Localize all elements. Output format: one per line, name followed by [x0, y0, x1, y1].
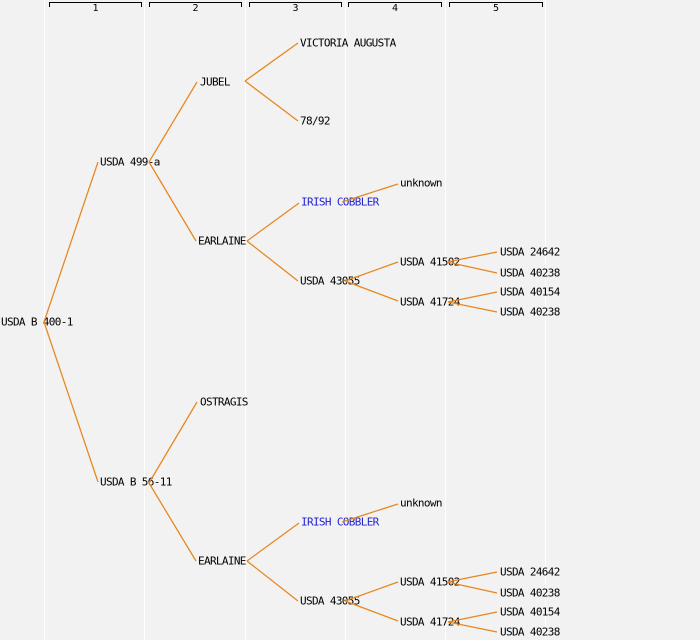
- column-gridline-4: [345, 0, 346, 640]
- variety-label: USDA 40154: [500, 605, 560, 619]
- pedigree-edge: [148, 161, 197, 242]
- pedigree-edge: [244, 42, 299, 82]
- variety-label: unknown: [400, 496, 442, 510]
- variety-label: USDA 40238: [500, 586, 560, 600]
- generation-bracket-1: 1: [49, 2, 142, 14]
- variety-label: 78/92: [300, 114, 331, 128]
- pedigree-edge: [148, 81, 198, 163]
- variety-label: JUBEL: [200, 75, 231, 89]
- variety-label: USDA 43055: [300, 274, 360, 288]
- variety-label: USDA 24642: [500, 565, 560, 579]
- variety-label: USDA 40238: [500, 625, 560, 639]
- generation-number-5: 5: [492, 3, 500, 14]
- generation-bracket-5: 5: [449, 2, 543, 14]
- column-gridline-5: [445, 0, 446, 640]
- variety-label: USDA 24642: [500, 245, 560, 259]
- variety-label: USDA 41502: [400, 255, 460, 269]
- variety-label: EARLAINE: [198, 554, 246, 568]
- variety-label: USDA 40238: [500, 266, 560, 280]
- variety-label: USDA 40238: [500, 305, 560, 319]
- variety-label: USDA 499-a: [100, 155, 160, 169]
- generation-bracket-3: 3: [249, 2, 342, 14]
- pedigree-edge: [246, 522, 300, 562]
- variety-label: VICTORIA AUGUSTA: [300, 36, 396, 50]
- variety-label: USDA 40154: [500, 285, 560, 299]
- generation-number-1: 1: [92, 3, 99, 14]
- variety-label: EARLAINE: [198, 234, 246, 248]
- column-gridline-3: [245, 0, 246, 640]
- pedigree-edge: [246, 202, 300, 242]
- variety-label: USDA B 400-1: [1, 315, 73, 329]
- pedigree-edge: [246, 560, 299, 602]
- generation-bracket-4: 4: [348, 2, 442, 14]
- generation-bracket-2: 2: [149, 2, 242, 14]
- variety-label: USDA 41724: [400, 295, 460, 309]
- column-gridline-2: [144, 0, 145, 640]
- pedigree-edge: [246, 240, 299, 282]
- pedigree-edge: [43, 161, 99, 323]
- variety-link[interactable]: IRISH COBBLER: [301, 515, 379, 529]
- pedigree-edge: [148, 401, 198, 484]
- variety-label: USDA 41724: [400, 615, 460, 629]
- generation-number-4: 4: [391, 3, 399, 14]
- pedigree-edge: [244, 80, 299, 122]
- generation-number-3: 3: [292, 3, 299, 14]
- variety-label: USDA B 56-11: [100, 475, 172, 489]
- generation-number-2: 2: [192, 3, 199, 14]
- variety-label: unknown: [400, 176, 442, 190]
- variety-label: OSTRAGIS: [200, 395, 248, 409]
- pedigree-edge: [148, 482, 197, 562]
- variety-link[interactable]: IRISH COBBLER: [301, 195, 379, 209]
- pedigree-edge: [43, 321, 99, 483]
- variety-label: USDA 41502: [400, 575, 460, 589]
- variety-label: USDA 43055: [300, 594, 360, 608]
- column-gridline-6: [545, 0, 546, 640]
